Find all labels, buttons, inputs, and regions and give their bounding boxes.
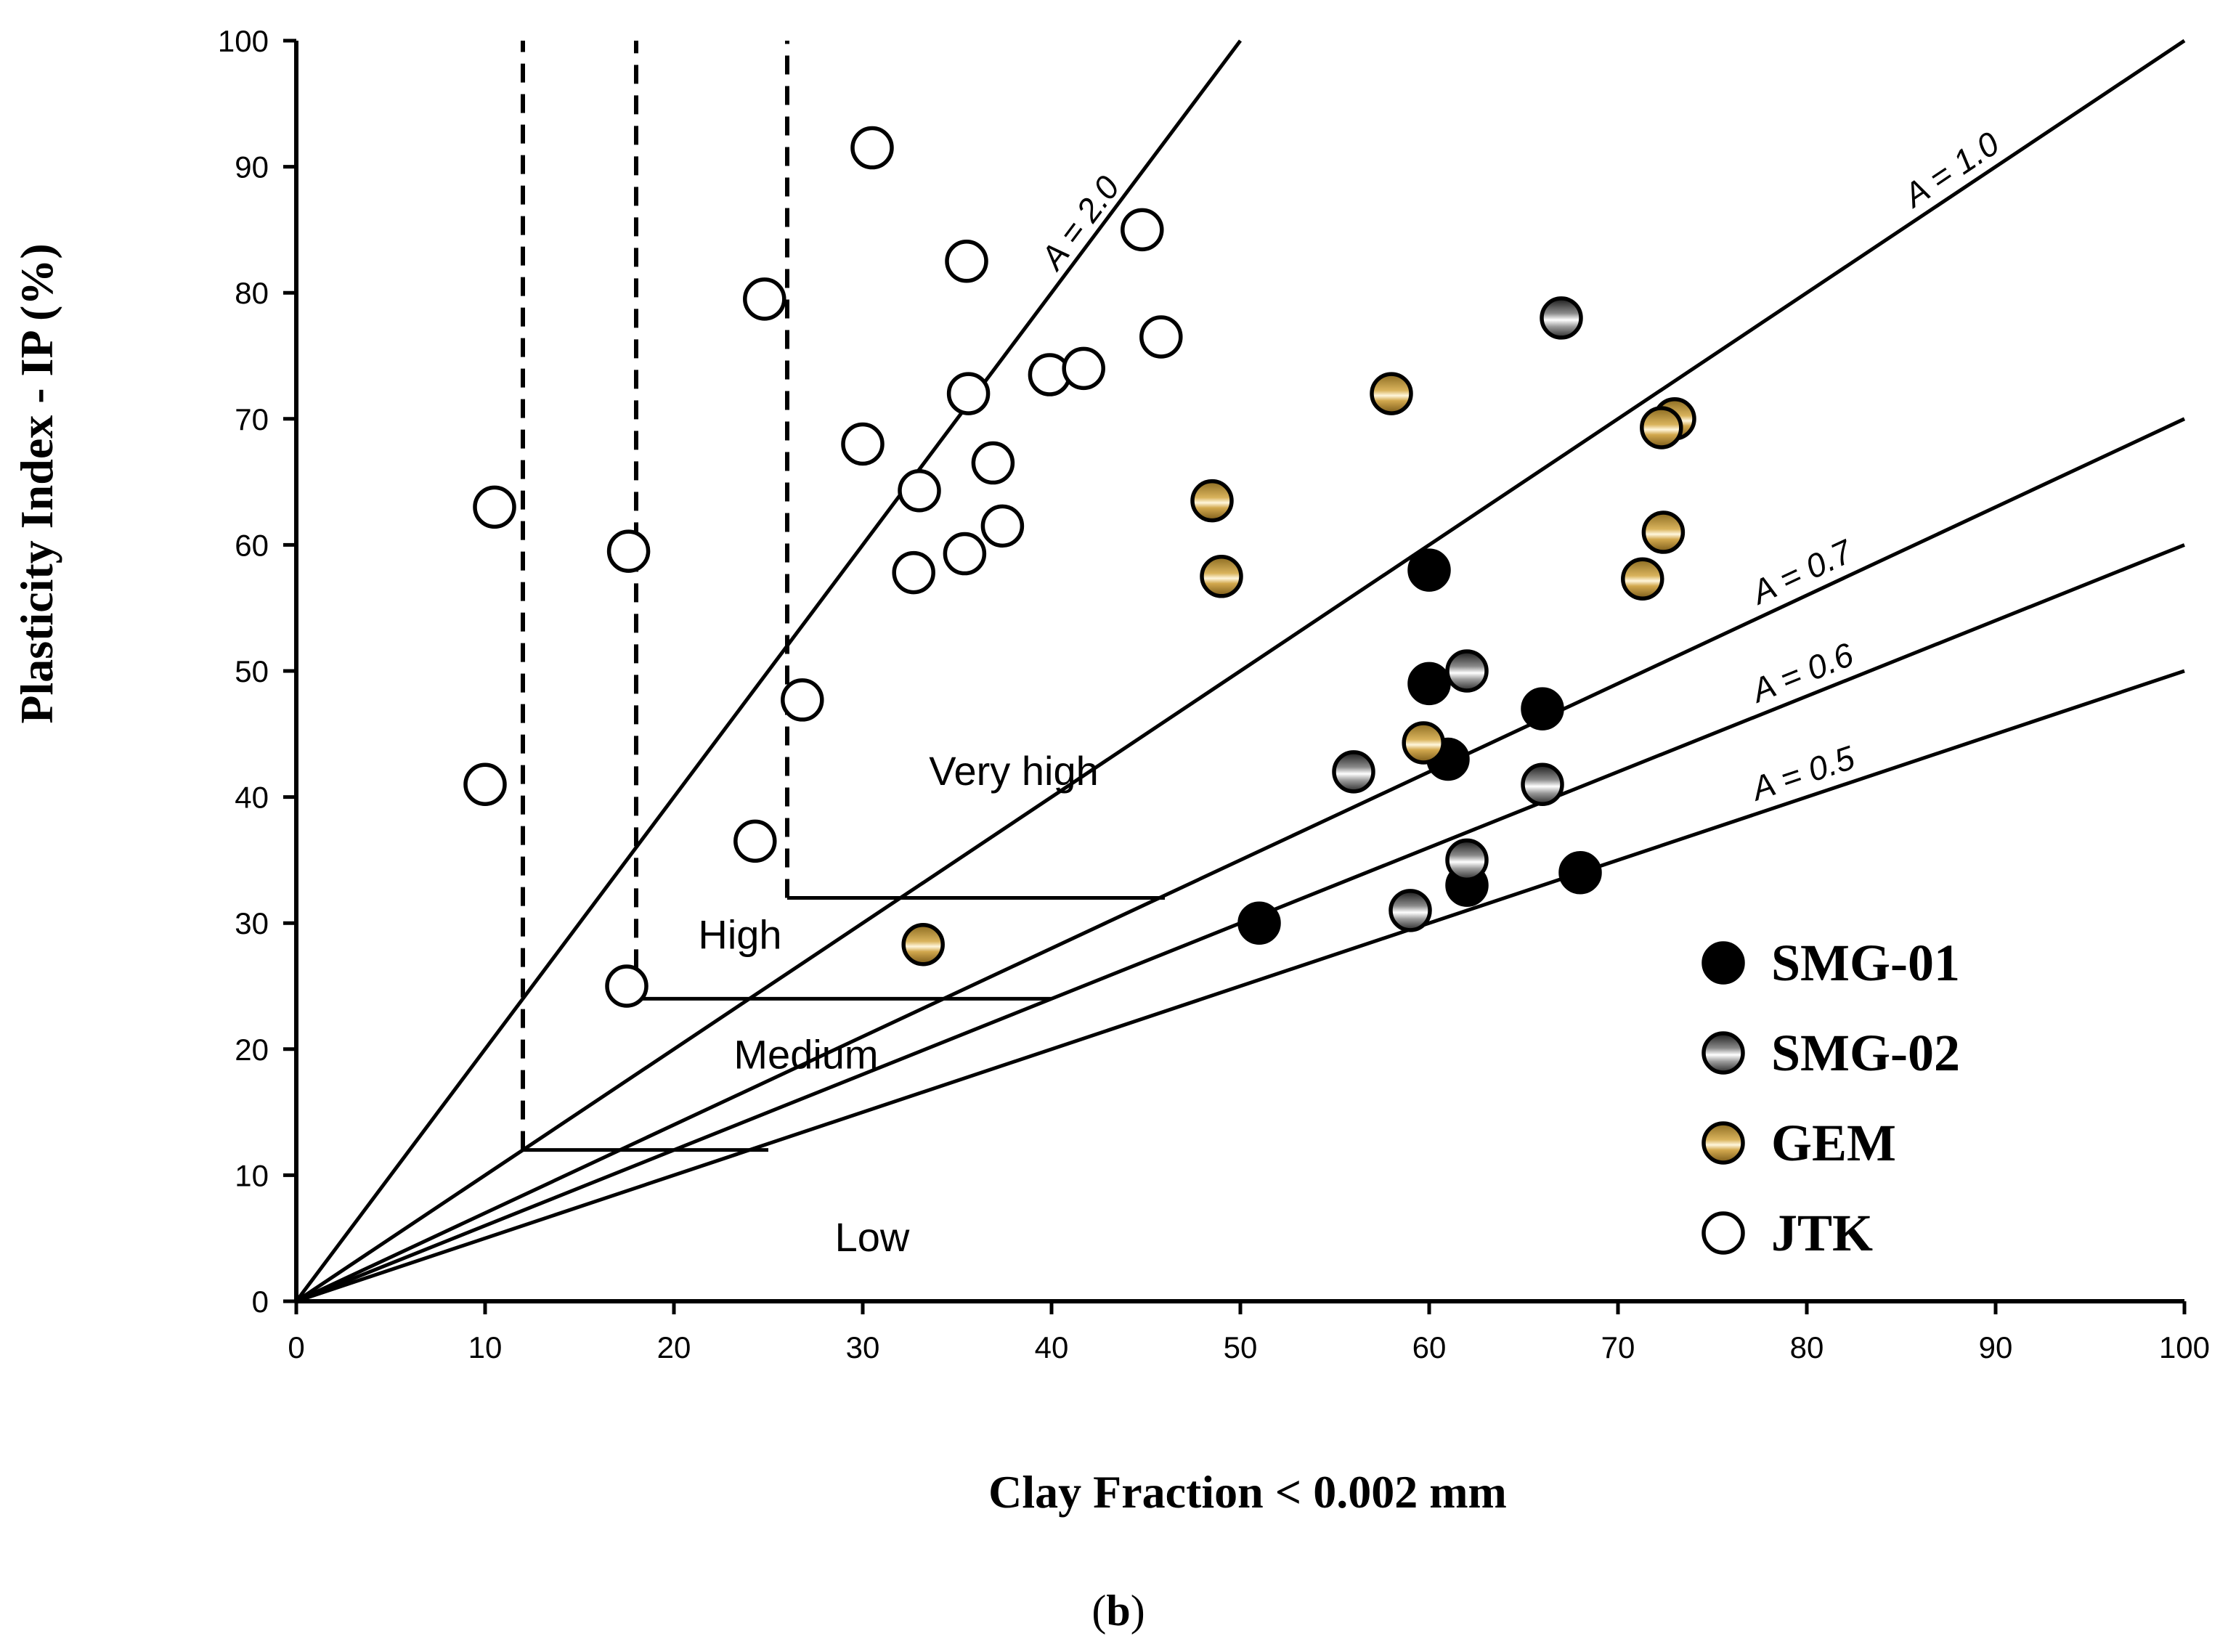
point-jtk-4	[743, 277, 786, 321]
point-jtk-19	[733, 819, 777, 863]
x-tick-label-50: 50	[1224, 1330, 1258, 1364]
legend: SMG-01 SMG-02 GEM JTK	[1702, 934, 1960, 1262]
x-tick-label-60: 60	[1412, 1330, 1447, 1364]
point-smg-02-5	[1445, 838, 1489, 882]
point-smg-01-1	[1407, 548, 1451, 592]
x-tick-label-90: 90	[1979, 1330, 2013, 1364]
legend-label-gem: GEM	[1771, 1114, 1896, 1172]
point-smg-02-4	[1521, 762, 1564, 806]
legend-label-jtk: JTK	[1771, 1204, 1873, 1262]
legend-marker-gem	[1702, 1121, 1745, 1165]
activity-label-a-2-0: A = 2.0	[1032, 168, 1127, 277]
point-smg-01-2	[1407, 662, 1451, 706]
y-tick-label-100: 100	[218, 24, 269, 58]
activity-line-a-0-7	[295, 417, 2186, 1303]
point-smg-02-3	[1332, 750, 1375, 794]
layer-lines	[294, 38, 2186, 1303]
point-gem-8	[1402, 721, 1445, 765]
x-axis-title: Clay Fraction < 0.002 mm	[988, 1466, 1507, 1518]
point-jtk-7	[1062, 346, 1105, 391]
x-tick-label-70: 70	[1601, 1330, 1635, 1364]
y-tick-label-70: 70	[235, 402, 269, 436]
y-tick-label-80: 80	[235, 276, 269, 310]
point-jtk-10	[971, 441, 1015, 485]
point-jtk-18	[781, 678, 824, 722]
point-smg-01-4	[1521, 687, 1564, 731]
point-smg-01-7	[1558, 851, 1602, 895]
x-tick-label-0: 0	[288, 1330, 304, 1364]
point-jtk-17	[463, 762, 507, 806]
point-gem-7	[1621, 557, 1664, 601]
point-gem-6	[1200, 555, 1243, 598]
point-jtk-13	[943, 532, 987, 576]
legend-label-smg-01: SMG-01	[1771, 934, 1960, 992]
x-tick-label-40: 40	[1035, 1330, 1069, 1364]
y-tick-label-10: 10	[235, 1158, 269, 1192]
legend-marker-smg-02	[1702, 1031, 1745, 1075]
caption-letter: b	[1106, 1587, 1130, 1635]
y-tick-label-20: 20	[235, 1033, 269, 1067]
x-tick-label-10: 10	[468, 1330, 503, 1364]
point-gem-3	[1640, 406, 1683, 449]
activity-line-a-1-0	[295, 38, 2186, 1303]
point-gem-4	[1190, 479, 1234, 523]
point-jtk-2	[1121, 208, 1164, 252]
layer-points	[463, 126, 1696, 1008]
zone-label-very-high: Very high	[929, 748, 1099, 794]
point-smg-02-2	[1445, 649, 1489, 693]
point-jtk-1	[850, 126, 894, 170]
point-jtk-11	[898, 469, 941, 513]
point-jtk-14	[892, 550, 935, 595]
figure-caption: (b)	[1091, 1587, 1145, 1635]
y-tick-label-30: 30	[235, 906, 269, 940]
point-gem-9	[901, 922, 945, 967]
legend-label-smg-02: SMG-02	[1771, 1024, 1960, 1082]
y-tick-label-50: 50	[235, 654, 269, 688]
x-tick-label-80: 80	[1790, 1330, 1824, 1364]
y-axis-title: Plasticity Index - IP (%)	[11, 243, 62, 723]
point-jtk-9	[841, 422, 885, 466]
layer-axes: 0 10 20 30 40 50 60 70 80 90 100 0 10 20 30 40 50 60 70 80 9…	[218, 24, 2210, 1364]
x-tick-label-20: 20	[657, 1330, 691, 1364]
activity-line-a-2-0	[294, 39, 1243, 1303]
x-tick-label-30: 30	[846, 1330, 880, 1364]
y-tick-label-40: 40	[235, 781, 269, 815]
caption-open: (	[1091, 1587, 1106, 1635]
activity-label-a-0-7: A = 0.7	[1744, 532, 1859, 612]
point-jtk-12	[980, 504, 1025, 548]
point-smg-02-6	[1389, 889, 1432, 932]
point-jtk-3	[945, 240, 988, 283]
legend-marker-jtk	[1702, 1211, 1745, 1255]
zone-label-medium: Medium	[733, 1031, 878, 1077]
point-smg-01-5	[1237, 901, 1281, 945]
zone-label-low: Low	[835, 1214, 910, 1260]
point-jtk-5	[1139, 315, 1183, 359]
caption-close: )	[1131, 1587, 1145, 1635]
x-tick-label-100: 100	[2159, 1330, 2210, 1364]
point-gem-1	[1370, 372, 1413, 415]
layer-labels: A = 2.0 A = 1.0A = 0.7A = 0.6A = 0.5Very …	[698, 124, 2006, 1260]
y-tick-label-90: 90	[235, 150, 269, 184]
point-smg-02-1	[1540, 296, 1583, 340]
point-jtk-20	[605, 964, 649, 1008]
activity-line-a-0-5	[296, 669, 2185, 1303]
zone-label-high: High	[698, 912, 781, 958]
legend-marker-smg-01	[1702, 941, 1745, 985]
point-jtk-8	[946, 372, 991, 415]
y-tick-label-0: 0	[252, 1285, 269, 1319]
point-jtk-15	[606, 529, 651, 573]
y-tick-label-60: 60	[235, 528, 269, 562]
point-gem-5	[1641, 510, 1686, 554]
point-jtk-16	[473, 485, 516, 529]
